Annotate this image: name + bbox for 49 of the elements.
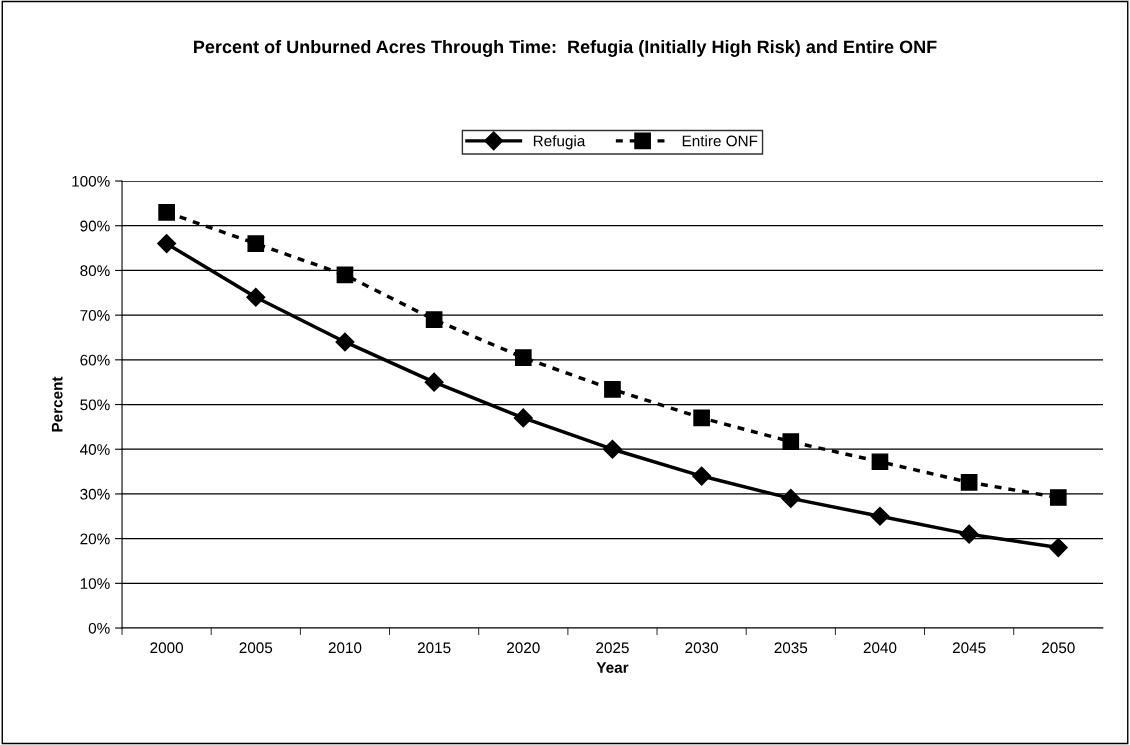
- y-tick-label: 50%: [80, 399, 110, 411]
- y-tick-label: 100%: [72, 175, 110, 187]
- x-tick-label: 2030: [685, 642, 719, 654]
- point: [960, 473, 978, 491]
- point: [246, 287, 266, 307]
- x-tick-label: 2050: [1042, 642, 1075, 654]
- y-tick-label: 40%: [80, 444, 110, 455]
- point: [158, 203, 175, 221]
- point: [335, 332, 355, 352]
- x-tick-label: 2040: [863, 642, 897, 654]
- x-tick-label: 2020: [507, 642, 540, 654]
- x-tick-label: 2045: [952, 642, 986, 654]
- point: [514, 349, 532, 366]
- y-tick-label: 10%: [80, 578, 110, 590]
- point: [602, 439, 622, 459]
- x-tick-label: 2025: [596, 642, 629, 654]
- point: [157, 234, 177, 254]
- point: [336, 266, 354, 284]
- point: [513, 408, 533, 428]
- point: [871, 453, 889, 471]
- x-tick-label: 2035: [774, 642, 808, 654]
- point: [424, 372, 444, 392]
- y-tick-label: 90%: [80, 220, 110, 232]
- point: [782, 433, 800, 450]
- y-tick-label: 20%: [80, 533, 110, 545]
- y-axis-title: Percent: [51, 376, 63, 432]
- y-tick-label: 30%: [80, 488, 110, 500]
- point: [692, 466, 712, 486]
- y-tick-label: 80%: [80, 265, 110, 277]
- legend-label: Entire ONF: [682, 135, 758, 147]
- point: [959, 524, 979, 544]
- x-axis-title: Year: [596, 662, 629, 673]
- point: [1049, 489, 1067, 506]
- point: [781, 488, 801, 508]
- point: [425, 311, 443, 328]
- y-tick-label: 70%: [80, 310, 110, 321]
- chart-title: Percent of Unburned Acres Through Time: Refugia (Initially High Risk) and Entire ONF: [194, 39, 937, 57]
- point: [693, 409, 710, 427]
- x-tick-label: 2010: [328, 642, 362, 654]
- x-tick-label: 2000: [150, 642, 184, 654]
- point: [870, 506, 890, 526]
- point: [247, 235, 265, 252]
- x-tick-label: 2015: [417, 642, 451, 654]
- legend-label: Refugia: [533, 135, 586, 150]
- x-tick-label: 2005: [239, 642, 273, 654]
- point: [604, 381, 621, 398]
- y-tick-label: 0%: [88, 622, 110, 634]
- y-tick-label: 60%: [80, 354, 110, 366]
- point: [1048, 538, 1068, 558]
